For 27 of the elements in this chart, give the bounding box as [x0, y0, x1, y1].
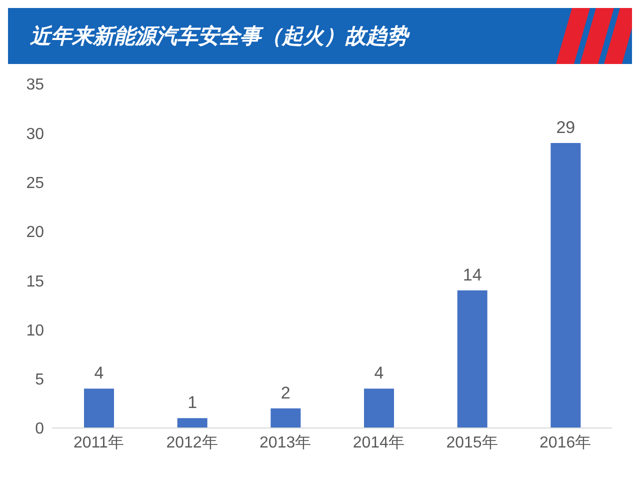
bar [550, 142, 581, 428]
bar [364, 388, 394, 428]
y-tick-label: 5 [35, 372, 44, 389]
data-label: 4 [374, 364, 384, 383]
y-tick-label: 0 [35, 420, 44, 438]
data-label: 4 [94, 364, 104, 383]
data-label: 1 [188, 393, 198, 412]
data-label: 14 [462, 265, 482, 284]
x-tick-label: 2012年 [166, 434, 218, 452]
y-tick-label: 25 [26, 174, 44, 192]
x-tick-label: 2015年 [446, 434, 498, 452]
y-tick-label: 20 [26, 224, 44, 242]
data-label: 29 [556, 118, 576, 137]
y-tick-label: 10 [26, 322, 44, 340]
bar [457, 290, 488, 428]
y-tick-label: 30 [26, 126, 44, 143]
x-tick-label: 2013年 [260, 434, 312, 452]
data-label: 2 [280, 383, 290, 402]
bar [177, 418, 208, 428]
y-tick-label: 35 [26, 76, 44, 94]
y-tick-label: 15 [26, 273, 44, 290]
x-tick-label: 2011年 [73, 434, 124, 452]
bar [270, 408, 301, 428]
chart-title: 近年来新能源汽车安全事（起火）故趋势 [30, 23, 408, 50]
x-tick-label: 2014年 [352, 434, 404, 452]
bar [84, 388, 114, 428]
x-tick-label: 2016年 [540, 434, 592, 452]
